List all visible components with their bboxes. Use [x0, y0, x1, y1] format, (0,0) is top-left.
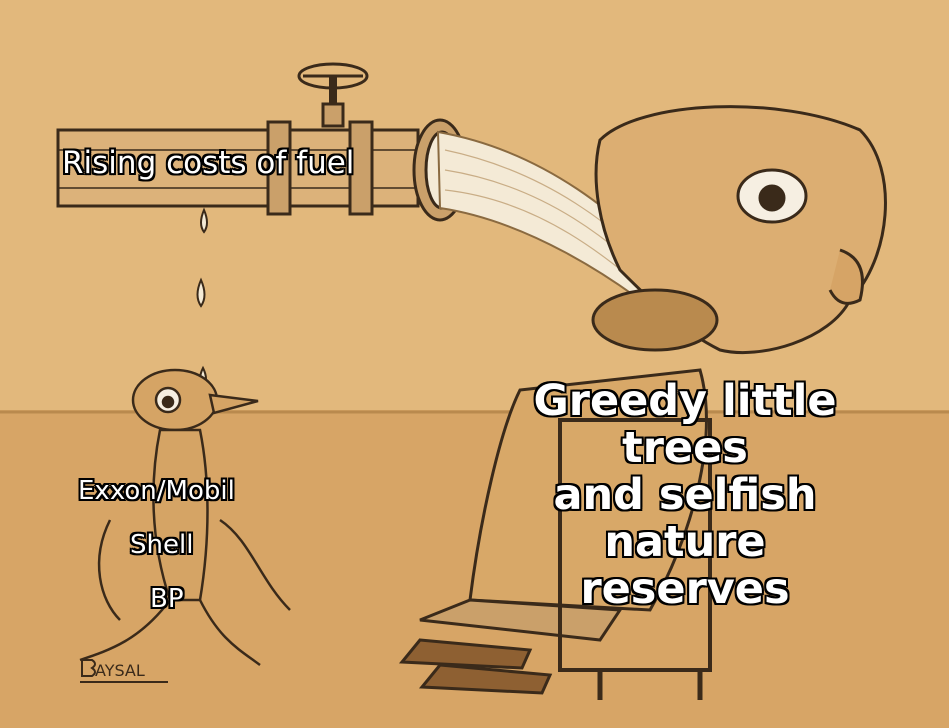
- large-figure: [398, 105, 887, 700]
- caption-line: reserves: [580, 564, 790, 614]
- small-figure: [79, 368, 291, 667]
- svg-text:AYSAL: AYSAL: [95, 661, 145, 680]
- signature: AYSAL: [80, 659, 168, 683]
- valve-wheel: [297, 62, 369, 128]
- caption-line: and selfish: [553, 470, 817, 520]
- company-caption-shell: Shell: [130, 530, 194, 560]
- pipe-caption: Rising costs of fuel: [62, 145, 355, 181]
- caption-line: Greedy little: [533, 376, 837, 426]
- company-caption-exxon: Exxon/Mobil: [78, 476, 235, 506]
- pipe: [56, 118, 468, 222]
- drips: [196, 207, 208, 390]
- company-caption-bp: BP: [150, 584, 184, 614]
- caption-line: nature: [604, 517, 766, 567]
- caption-line: trees: [622, 423, 748, 473]
- large-figure-caption: Greedy little trees and selfish nature r…: [515, 378, 855, 613]
